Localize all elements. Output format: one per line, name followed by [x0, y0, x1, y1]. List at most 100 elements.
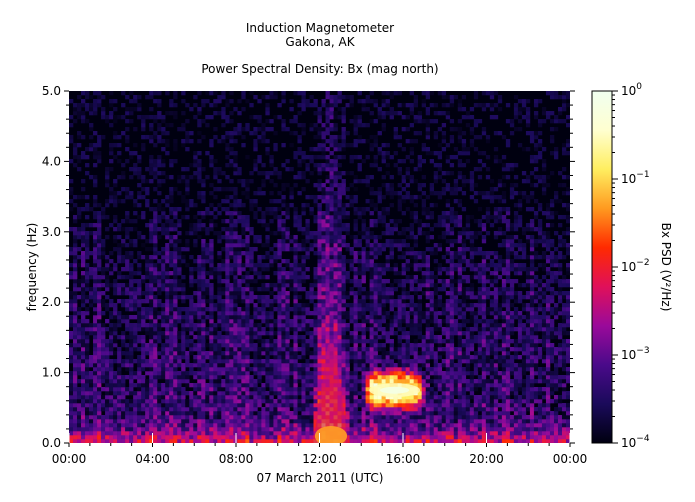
- psd-cell: [189, 347, 194, 352]
- psd-cell: [113, 283, 118, 288]
- psd-cell: [341, 355, 346, 360]
- psd-cell: [301, 103, 306, 108]
- psd-cell: [117, 223, 122, 228]
- psd-cell: [289, 187, 294, 192]
- psd-cell: [357, 259, 362, 264]
- psd-cell: [385, 427, 390, 432]
- psd-cell: [237, 219, 242, 224]
- psd-cell: [161, 251, 166, 256]
- psd-cell: [365, 431, 370, 436]
- psd-cell: [197, 411, 202, 416]
- psd-cell: [393, 267, 398, 272]
- psd-cell: [369, 355, 374, 360]
- psd-cell: [361, 179, 366, 184]
- psd-cell: [209, 159, 214, 164]
- psd-cell: [177, 395, 182, 400]
- psd-cell: [389, 355, 394, 360]
- psd-cell: [133, 279, 138, 284]
- psd-cell: [253, 191, 258, 196]
- psd-cell: [377, 439, 382, 443]
- psd-cell: [361, 355, 366, 360]
- psd-cell: [117, 359, 122, 364]
- psd-cell: [217, 367, 222, 372]
- psd-cell: [281, 331, 286, 336]
- psd-cell: [197, 419, 202, 424]
- psd-cell: [273, 299, 278, 304]
- psd-cell: [385, 239, 390, 244]
- psd-cell: [169, 403, 174, 408]
- psd-cell: [137, 423, 142, 428]
- psd-cell: [137, 399, 142, 404]
- psd-cell: [121, 199, 126, 204]
- psd-cell: [97, 303, 102, 308]
- psd-cell: [137, 267, 142, 272]
- psd-cell: [237, 299, 242, 304]
- psd-cell: [81, 275, 86, 280]
- psd-cell: [361, 207, 366, 212]
- psd-cell: [173, 251, 178, 256]
- psd-cell: [153, 347, 158, 352]
- psd-cell: [381, 415, 386, 420]
- psd-cell: [381, 403, 386, 408]
- psd-cell: [269, 91, 274, 96]
- psd-cell: [357, 403, 362, 408]
- psd-cell: [153, 323, 158, 328]
- psd-cell: [297, 159, 302, 164]
- psd-cell: [181, 139, 186, 144]
- psd-cell: [257, 391, 262, 396]
- psd-cell: [193, 431, 198, 436]
- psd-cell: [193, 159, 198, 164]
- psd-cell: [113, 383, 118, 388]
- psd-cell: [197, 291, 202, 296]
- psd-cell: [269, 307, 274, 312]
- psd-cell: [229, 299, 234, 304]
- psd-cell: [357, 367, 362, 372]
- psd-cell: [73, 415, 78, 420]
- psd-cell: [69, 415, 74, 420]
- psd-cell: [377, 151, 382, 156]
- psd-cell: [197, 123, 202, 128]
- psd-cell: [153, 207, 158, 212]
- psd-cell: [361, 275, 366, 280]
- psd-cell: [81, 103, 86, 108]
- psd-cell: [329, 143, 334, 148]
- psd-cell: [269, 383, 274, 388]
- psd-cell: [173, 211, 178, 216]
- psd-cell: [213, 343, 218, 348]
- psd-cell: [77, 335, 82, 340]
- psd-cell: [81, 315, 86, 320]
- psd-cell: [241, 367, 246, 372]
- psd-cell: [321, 155, 326, 160]
- psd-cell: [381, 103, 386, 108]
- psd-cell: [201, 331, 206, 336]
- psd-cell: [193, 355, 198, 360]
- psd-cell: [305, 167, 310, 172]
- psd-cell: [133, 95, 138, 100]
- psd-cell: [69, 407, 74, 412]
- psd-cell: [129, 275, 134, 280]
- psd-cell: [345, 275, 350, 280]
- psd-cell: [289, 195, 294, 200]
- psd-cell: [361, 223, 366, 228]
- psd-cell: [361, 267, 366, 272]
- psd-cell: [201, 215, 206, 220]
- psd-cell: [369, 199, 374, 204]
- psd-cell: [81, 363, 86, 368]
- psd-cell: [153, 251, 158, 256]
- psd-cell: [137, 107, 142, 112]
- psd-cell: [129, 99, 134, 104]
- psd-cell: [125, 319, 130, 324]
- psd-cell: [269, 327, 274, 332]
- psd-cell: [345, 419, 350, 424]
- psd-cell: [97, 263, 102, 268]
- psd-cell: [249, 331, 254, 336]
- psd-cell: [229, 431, 234, 436]
- psd-cell: [125, 235, 130, 240]
- psd-cell: [349, 119, 354, 124]
- psd-cell: [301, 239, 306, 244]
- psd-cell: [225, 383, 230, 388]
- psd-cell: [85, 351, 90, 356]
- psd-cell: [97, 359, 102, 364]
- psd-cell: [229, 403, 234, 408]
- psd-cell: [377, 251, 382, 256]
